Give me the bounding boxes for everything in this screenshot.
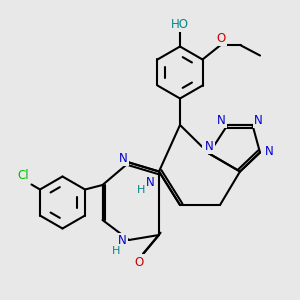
Text: Cl: Cl — [18, 169, 29, 182]
Text: H: H — [112, 246, 121, 256]
Text: HO: HO — [171, 18, 189, 31]
Text: O: O — [134, 256, 144, 268]
Text: N: N — [205, 140, 213, 152]
Text: N: N — [146, 176, 154, 189]
Text: N: N — [265, 145, 273, 158]
Text: N: N — [254, 113, 263, 127]
Text: N: N — [217, 113, 225, 127]
Text: N: N — [118, 152, 127, 165]
Text: O: O — [216, 32, 226, 45]
Text: N: N — [204, 140, 212, 152]
Text: H: H — [137, 185, 145, 195]
Text: N: N — [118, 234, 126, 247]
